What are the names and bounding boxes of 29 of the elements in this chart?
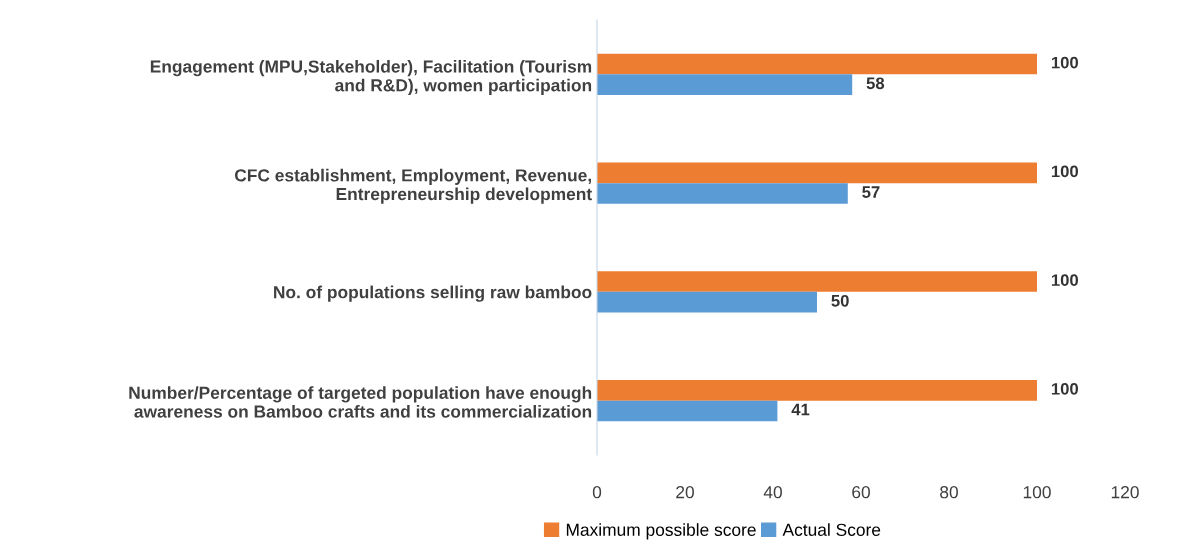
data-label: 100 [1051, 382, 1079, 395]
x-tick-label: 20 [676, 486, 694, 499]
data-label: 50 [831, 294, 849, 307]
bar [597, 400, 778, 422]
x-tick-label: 80 [940, 486, 958, 499]
bar [597, 74, 853, 96]
legend-label: Actual Score [782, 523, 881, 536]
data-label: 100 [1051, 56, 1079, 69]
x-tick-label: 60 [852, 486, 870, 499]
data-label: 41 [791, 403, 810, 416]
x-tick-label: 100 [1023, 486, 1051, 499]
data-label: 100 [1051, 274, 1079, 287]
data-label: 100 [1051, 165, 1079, 178]
y-tick-label: Number/Percentage of targeted population have enough awareness on Bamboo crafts and its commercialization [129, 386, 592, 418]
bar [597, 271, 1037, 292]
x-tick-label: 40 [763, 486, 782, 499]
bar [597, 379, 1037, 401]
y-tick-label: CFC establishment, Employment, Revenue, Entrepreneurship development [234, 168, 592, 204]
y-tick-label: No. of populations selling raw bamboo [274, 285, 592, 302]
data-label: 57 [862, 186, 880, 198]
bar [597, 183, 848, 204]
legend-label: Maximum possible score [566, 523, 756, 540]
y-tick-label: Engagement (MPU,Stakeholder), Facilitation (Tourism and R&D), women participation [150, 59, 592, 95]
bar [597, 291, 817, 313]
x-tick-label: 0 [592, 486, 602, 499]
data-label: 58 [866, 77, 885, 90]
x-tick-label: 120 [1111, 486, 1139, 499]
bar [597, 53, 1037, 75]
bar [597, 162, 1037, 184]
